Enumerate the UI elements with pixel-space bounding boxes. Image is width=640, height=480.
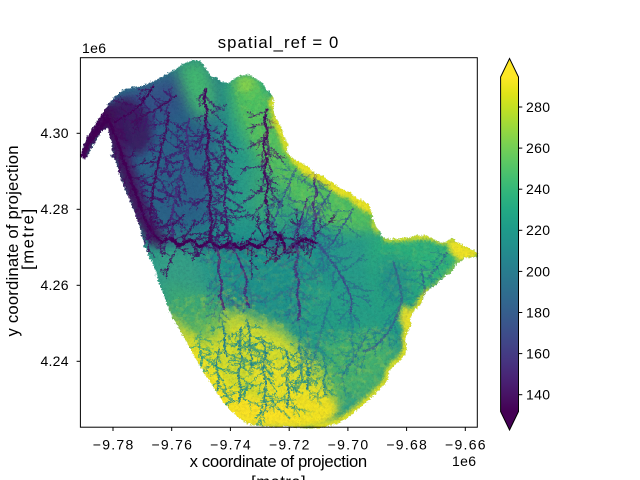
svg-text:4.28: 4.28	[41, 201, 69, 217]
svg-text:4.24: 4.24	[41, 353, 69, 369]
svg-text:180: 180	[526, 304, 550, 320]
svg-text:[metre]: [metre]	[19, 209, 38, 270]
svg-text:−9.78: −9.78	[93, 437, 134, 453]
svg-text:4.26: 4.26	[41, 277, 69, 293]
svg-text:−9.76: −9.76	[151, 437, 192, 453]
svg-text:160: 160	[526, 346, 550, 362]
svg-text:−9.72: −9.72	[269, 437, 310, 453]
svg-text:140: 140	[526, 387, 550, 403]
svg-text:240: 240	[526, 181, 550, 197]
svg-text:260: 260	[526, 140, 550, 156]
svg-text:1e6: 1e6	[452, 453, 476, 469]
svg-text:−9.68: −9.68	[386, 437, 427, 453]
svg-text:y coordinate of projection: y coordinate of projection	[3, 146, 22, 337]
svg-text:−9.74: −9.74	[210, 437, 251, 453]
svg-text:1e6: 1e6	[82, 40, 106, 56]
svg-text:220: 220	[526, 222, 550, 238]
svg-text:spatial_ref = 0: spatial_ref = 0	[218, 33, 339, 52]
svg-text:[metre]: [metre]	[251, 472, 306, 480]
svg-text:−9.66: −9.66	[445, 437, 486, 453]
svg-text:x coordinate of projection: x coordinate of projection	[190, 452, 368, 471]
svg-text:−9.70: −9.70	[328, 437, 369, 453]
svg-text:4.30: 4.30	[41, 125, 69, 141]
svg-text:200: 200	[526, 263, 550, 279]
svg-text:280: 280	[526, 99, 550, 115]
